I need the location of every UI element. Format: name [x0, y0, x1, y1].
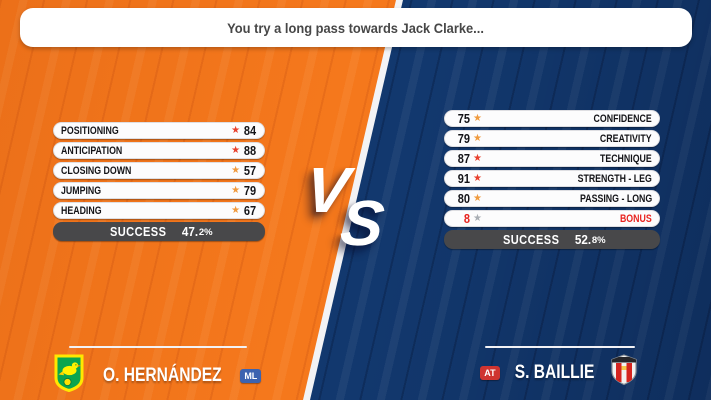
- success-value-decimal: 8%: [591, 235, 606, 246]
- star-icon: ★: [231, 164, 241, 176]
- norwich-city-crest-icon: [54, 354, 84, 397]
- stat-label: TECHNIQUE: [600, 152, 652, 165]
- stat-label: CREATIVITY: [600, 132, 652, 145]
- defender-position-badge: AT: [480, 365, 500, 380]
- sunderland-crest-icon: [609, 354, 639, 391]
- stat-value: 91: [457, 171, 470, 186]
- defender-stats-panel: 75 ★ CONFIDENCE 79 ★ CREATIVITY 87 ★ TECHNIQUE 91…: [444, 110, 660, 249]
- stat-row: 87 ★ TECHNIQUE: [444, 150, 660, 167]
- star-icon: ★: [231, 144, 241, 156]
- stat-value: 87: [457, 151, 470, 166]
- divider-line: [484, 346, 635, 348]
- stat-value: 80: [457, 191, 470, 206]
- success-value-decimal: 2%: [198, 227, 213, 238]
- success-label: SUCCESS: [503, 232, 560, 247]
- stat-label: HEADING: [61, 204, 102, 217]
- star-icon: ★: [473, 192, 482, 204]
- stat-value: 8: [463, 211, 470, 226]
- attacker-success-bar: SUCCESS 47. 2%: [53, 222, 265, 241]
- stat-row: 8 ★ BONUS: [444, 210, 660, 227]
- stat-label: PASSING - LONG: [579, 192, 652, 205]
- defender-player-bar: AT S. BAILLIE: [452, 342, 667, 391]
- stat-row: 91 ★ STRENGTH - LEG: [444, 170, 660, 187]
- success-value: 47.: [181, 224, 198, 239]
- stat-row: CLOSING DOWN ★ 57: [53, 162, 265, 179]
- success-value: 52.: [574, 232, 591, 247]
- attacker-name: O. HERNÁNDEZ: [102, 364, 222, 386]
- stat-value: 57: [243, 163, 257, 178]
- stat-value: 79: [243, 183, 257, 198]
- stat-row: 75 ★ CONFIDENCE: [444, 110, 660, 127]
- stat-row: ANTICIPATION ★ 88: [53, 142, 265, 159]
- stat-value: 79: [457, 131, 470, 146]
- stat-label: BONUS: [620, 212, 652, 225]
- star-icon: ★: [231, 184, 241, 196]
- attacker-player-bar: O. HERNÁNDEZ ML: [50, 342, 265, 397]
- star-icon: ★: [473, 172, 482, 184]
- stat-label: CONFIDENCE: [593, 112, 652, 125]
- stat-value: 67: [243, 203, 257, 218]
- stat-row: HEADING ★ 67: [53, 202, 265, 219]
- star-icon: ★: [473, 152, 482, 164]
- star-icon: ★: [473, 112, 482, 124]
- stat-value: 88: [243, 143, 257, 158]
- stat-value: 75: [457, 111, 470, 126]
- star-icon: ★: [473, 212, 482, 224]
- stat-value: 84: [243, 123, 257, 138]
- commentary-banner[interactable]: You try a long pass towards Jack Clarke.…: [20, 8, 692, 47]
- stat-row: 79 ★ CREATIVITY: [444, 130, 660, 147]
- stat-label: STRENGTH - LEG: [577, 172, 652, 185]
- star-icon: ★: [231, 204, 241, 216]
- defender-stat-rows: 75 ★ CONFIDENCE 79 ★ CREATIVITY 87 ★ TECHNIQUE 91…: [444, 110, 660, 227]
- defender-success-bar: SUCCESS 52. 8%: [444, 230, 660, 249]
- divider-line: [68, 346, 247, 348]
- attacker-position-badge: ML: [240, 368, 262, 383]
- star-icon: ★: [473, 132, 482, 144]
- stat-row: 80 ★ PASSING - LONG: [444, 190, 660, 207]
- defender-name: S. BAILLIE: [514, 361, 594, 383]
- stat-row: POSITIONING ★ 84: [53, 122, 265, 139]
- stat-row: JUMPING ★ 79: [53, 182, 265, 199]
- stat-label: ANTICIPATION: [61, 144, 123, 157]
- success-label: SUCCESS: [110, 224, 167, 239]
- stat-label: JUMPING: [61, 184, 102, 197]
- commentary-text: You try a long pass towards Jack Clarke.…: [227, 19, 485, 36]
- stat-label: POSITIONING: [61, 124, 119, 137]
- attacker-stat-rows: POSITIONING ★ 84 ANTICIPATION ★ 88 CLOSING DOW…: [53, 122, 265, 219]
- stat-label: CLOSING DOWN: [61, 164, 132, 177]
- vs-letter-s: S: [337, 187, 388, 259]
- attacker-stats-panel: POSITIONING ★ 84 ANTICIPATION ★ 88 CLOSING DOW…: [53, 122, 265, 241]
- star-icon: ★: [231, 124, 241, 136]
